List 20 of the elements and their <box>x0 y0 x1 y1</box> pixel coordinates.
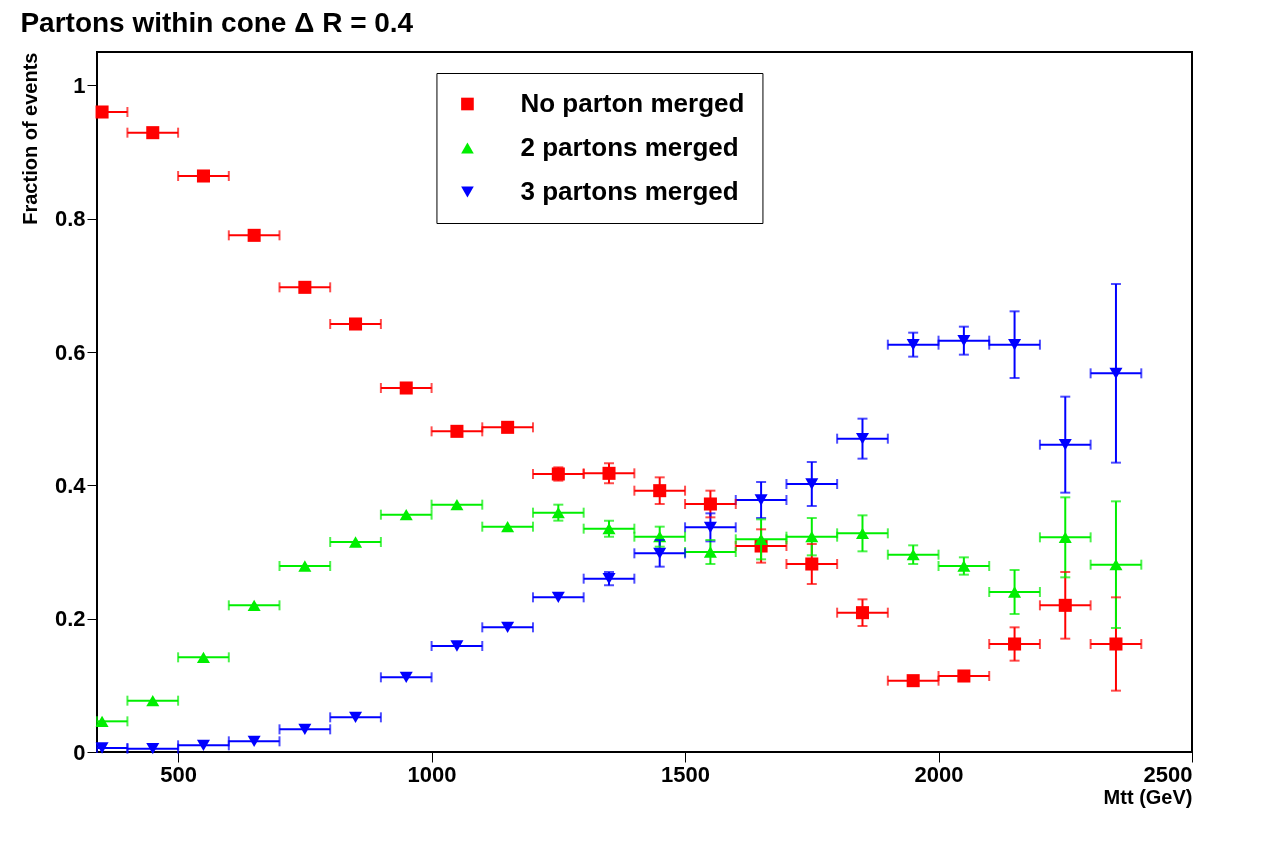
legend-label: 3 partons merged <box>520 176 739 206</box>
y-tick-label: 0 <box>73 739 86 765</box>
legend-label: No parton merged <box>520 88 745 118</box>
y-tick-label: 1 <box>73 72 86 98</box>
y-axis-title: Fraction of events <box>18 52 41 225</box>
point <box>349 317 363 331</box>
x-tick-label: 2000 <box>914 761 964 787</box>
x-axis-title: Mtt (GeV) <box>1103 785 1193 808</box>
x-tick-label: 1000 <box>407 761 457 787</box>
legend-label: 2 partons merged <box>520 132 739 162</box>
x-tick-label: 500 <box>160 761 197 787</box>
y-tick-label: 0.2 <box>54 606 86 632</box>
point <box>196 169 210 183</box>
y-tick-label: 0.8 <box>54 206 86 232</box>
x-tick-label: 1500 <box>661 761 711 787</box>
x-tick-label: 2500 <box>1143 761 1193 787</box>
point <box>399 381 413 395</box>
chart-title: Partons within cone Δ R = 0.4 <box>20 7 414 38</box>
y-tick-label: 0.4 <box>54 472 87 498</box>
y-tick-label: 0.6 <box>54 339 86 365</box>
